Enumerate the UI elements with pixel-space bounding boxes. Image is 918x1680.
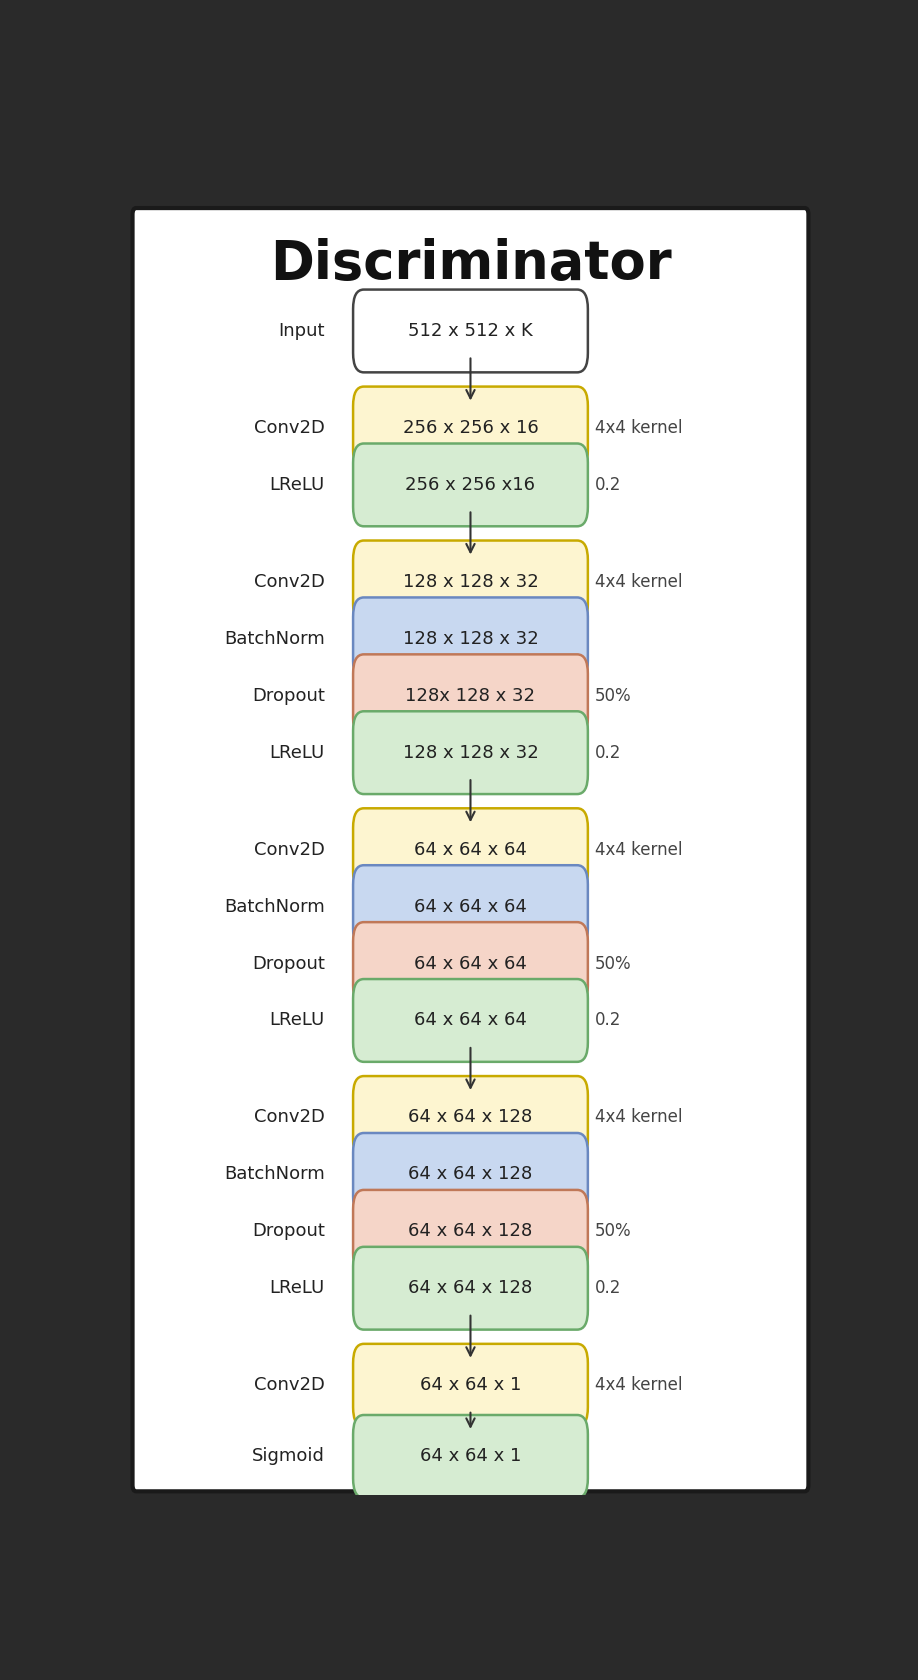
Text: 64 x 64 x 128: 64 x 64 x 128 [409,1223,532,1240]
FancyBboxPatch shape [353,444,588,526]
Text: 64 x 64 x 128: 64 x 64 x 128 [409,1278,532,1297]
Text: 64 x 64 x 64: 64 x 64 x 64 [414,954,527,973]
Text: 50%: 50% [595,687,632,704]
Text: 64 x 64 x 128: 64 x 64 x 128 [409,1109,532,1127]
Text: Conv2D: Conv2D [253,840,325,858]
FancyBboxPatch shape [353,1247,588,1329]
Text: 0.2: 0.2 [595,1011,621,1030]
Text: Dropout: Dropout [252,954,325,973]
Text: 128 x 128 x 32: 128 x 128 x 32 [403,744,538,761]
Text: Sigmoid: Sigmoid [252,1448,325,1465]
Text: Conv2D: Conv2D [253,573,325,591]
Text: 128 x 128 x 32: 128 x 128 x 32 [403,630,538,648]
Text: 0.2: 0.2 [595,475,621,494]
Text: 128x 128 x 32: 128x 128 x 32 [406,687,535,704]
FancyBboxPatch shape [353,1189,588,1273]
FancyBboxPatch shape [353,865,588,948]
Text: BatchNorm: BatchNorm [224,897,325,916]
FancyBboxPatch shape [353,598,588,680]
Text: 50%: 50% [595,954,632,973]
Text: 4x4 kernel: 4x4 kernel [595,840,682,858]
Text: 64 x 64 x 1: 64 x 64 x 1 [420,1376,521,1394]
Text: 0.2: 0.2 [595,744,621,761]
Text: 256 x 256 x 16: 256 x 256 x 16 [403,418,538,437]
Text: BatchNorm: BatchNorm [224,630,325,648]
Text: 64 x 64 x 64: 64 x 64 x 64 [414,840,527,858]
Text: LReLU: LReLU [269,1011,325,1030]
FancyBboxPatch shape [353,979,588,1062]
Text: BatchNorm: BatchNorm [224,1166,325,1183]
Text: Conv2D: Conv2D [253,1376,325,1394]
Text: 256 x 256 x16: 256 x 256 x16 [406,475,535,494]
Text: 64 x 64 x 1: 64 x 64 x 1 [420,1448,521,1465]
Text: Discriminator: Discriminator [270,237,671,289]
FancyBboxPatch shape [353,541,588,623]
Text: 64 x 64 x 64: 64 x 64 x 64 [414,897,527,916]
Text: LReLU: LReLU [269,475,325,494]
Text: Input: Input [278,323,325,339]
FancyBboxPatch shape [353,711,588,795]
FancyBboxPatch shape [353,1415,588,1499]
Text: 0.2: 0.2 [595,1278,621,1297]
Text: 128 x 128 x 32: 128 x 128 x 32 [403,573,538,591]
FancyBboxPatch shape [353,808,588,890]
Text: 50%: 50% [595,1223,632,1240]
Text: LReLU: LReLU [269,1278,325,1297]
Text: 4x4 kernel: 4x4 kernel [595,1376,682,1394]
Text: Conv2D: Conv2D [253,418,325,437]
FancyBboxPatch shape [132,208,809,1492]
Text: 64 x 64 x 64: 64 x 64 x 64 [414,1011,527,1030]
Text: 4x4 kernel: 4x4 kernel [595,418,682,437]
FancyBboxPatch shape [353,289,588,373]
FancyBboxPatch shape [353,922,588,1005]
Text: 512 x 512 x K: 512 x 512 x K [409,323,532,339]
Text: 4x4 kernel: 4x4 kernel [595,573,682,591]
Text: Dropout: Dropout [252,1223,325,1240]
FancyBboxPatch shape [353,1132,588,1216]
FancyBboxPatch shape [353,655,588,738]
Text: Conv2D: Conv2D [253,1109,325,1127]
Text: 4x4 kernel: 4x4 kernel [595,1109,682,1127]
FancyBboxPatch shape [353,1077,588,1159]
FancyBboxPatch shape [353,1344,588,1426]
FancyBboxPatch shape [353,386,588,469]
Text: 64 x 64 x 128: 64 x 64 x 128 [409,1166,532,1183]
Text: LReLU: LReLU [269,744,325,761]
Text: Dropout: Dropout [252,687,325,704]
